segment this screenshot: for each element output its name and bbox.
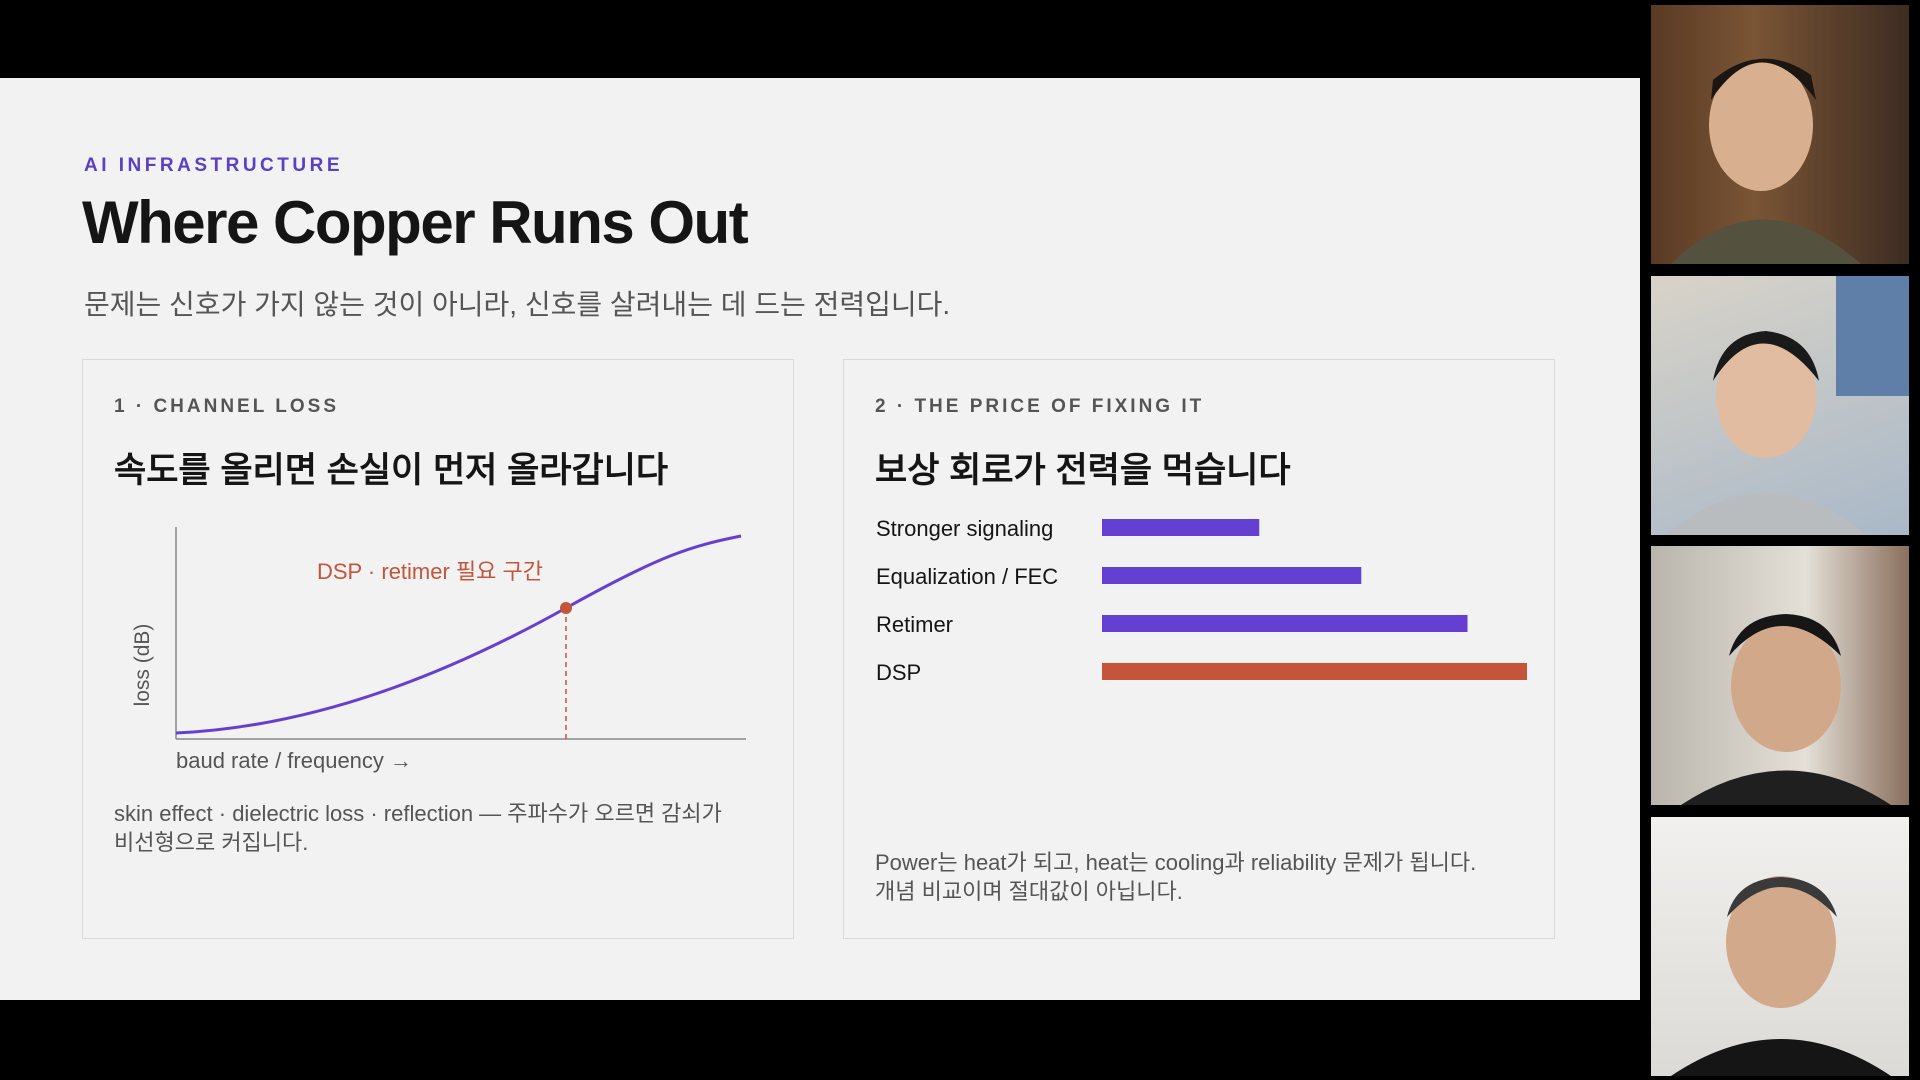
participant-image (1681, 614, 1891, 805)
slide: AI INFRASTRUCTURE Where Copper Runs Out … (0, 78, 1640, 1000)
note-line: Power는 heat가 되고, heat는 cooling과 reliabil… (875, 850, 1477, 875)
participant-video[interactable] (1651, 546, 1909, 805)
participant-video[interactable] (1651, 817, 1909, 1076)
panel-heading: 속도를 올리면 손실이 먼저 올라갑니다 (114, 451, 669, 490)
bar-label: DSP (876, 660, 921, 685)
loss-curve (175, 534, 742, 735)
subtitle: 문제는 신호가 가지 않는 것이 아니라, 신호를 살려내는 데 드는 전력입니… (84, 289, 951, 320)
bar-label: Retimer (876, 612, 953, 637)
annotation: DSP · retimer 필요 구간 (317, 559, 543, 584)
note-line: 비선형으로 커집니다. (114, 830, 309, 855)
bar (1102, 663, 1527, 680)
bar (1102, 567, 1362, 584)
panel-note: Power는 heat가 되고, heat는 cooling과 reliabil… (875, 848, 1476, 906)
panel: 2 · THE PRICE OF FIXING IT 보상 회로가 전력을 먹습… (843, 359, 1555, 939)
bar-label: Stronger signaling (876, 516, 1053, 541)
participant-image (1666, 276, 1909, 535)
note-line: skin effect · dielectric loss · reflecti… (114, 801, 722, 826)
bar-label: Equalization / FEC (876, 564, 1058, 589)
x-axis-label: baud rate / frequency → (176, 748, 412, 773)
power-bar-chart: Stronger signaling Equalization / FEC Reti… (876, 516, 1527, 685)
threshold-point (560, 602, 572, 614)
bar (1102, 615, 1468, 632)
panel-note: skin effect · dielectric loss · reflecti… (114, 799, 722, 857)
eyebrow: AI INFRASTRUCTURE (84, 155, 343, 176)
panel-label: 1 · CHANNEL LOSS (114, 396, 340, 417)
note-line: 개념 비교이며 절대값이 아닙니다. (875, 879, 1183, 904)
participant-video[interactable] (1651, 276, 1909, 535)
participant-image (1671, 876, 1891, 1076)
participant-image (1671, 58, 1861, 264)
panel-label: 2 · THE PRICE OF FIXING IT (875, 396, 1205, 417)
slide-title: Where Copper Runs Out (82, 189, 749, 256)
bar (1102, 519, 1260, 536)
loss-curve-chart: DSP · retimer 필요 구간 loss (dB) baud rate … (131, 527, 746, 773)
participant-video[interactable] (1651, 5, 1909, 264)
panel: 1 · CHANNEL LOSS 속도를 올리면 손실이 먼저 올라갑니다 DS… (82, 359, 794, 939)
panel-heading: 보상 회로가 전력을 먹습니다 (875, 451, 1291, 490)
y-axis-label: loss (dB) (131, 624, 154, 707)
